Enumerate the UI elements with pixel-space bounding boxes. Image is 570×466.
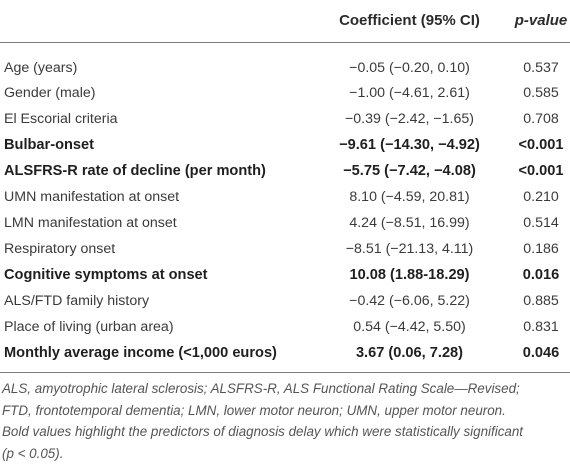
regression-table: Coefficient (95% CI) p-value Age (years)… [0,0,570,372]
row-pvalue: 0.016 [522,267,560,283]
row-variable: Bulbar-onset [4,137,94,153]
footnote-line: FTD, frontotemporal dementia; LMN, lower… [2,402,506,418]
table-row: El Escorial criteria −0.39 (−2.42, −1.65… [0,106,570,132]
table-bottom-rule [0,372,570,373]
row-variable: Cognitive symptoms at onset [4,267,208,283]
row-variable: ALS/FTD family history [4,293,150,309]
header-coefficient: Coefficient (95% CI) [307,0,512,43]
row-coefficient: 4.24 (−8.51, 16.99) [349,215,470,231]
row-coefficient: 10.08 (1.88-18.29) [349,267,470,283]
table-row: Place of living (urban area) 0.54 (−4.42… [0,314,570,340]
row-pvalue: 0.046 [522,345,560,361]
table-row: Gender (male) −1.00 (−4.61, 2.61) 0.585 [0,80,570,106]
header-row: Coefficient (95% CI) p-value [0,0,570,43]
row-variable: Age (years) [4,60,78,77]
table-row: UMN manifestation at onset 8.10 (−4.59, … [0,184,570,210]
row-coefficient: −5.75 (−7.42, −4.08) [343,163,476,179]
row-pvalue: 0.708 [523,111,559,127]
row-coefficient: −1.00 (−4.61, 2.61) [349,85,470,101]
row-coefficient: 8.10 (−4.59, 20.81) [349,189,470,205]
table-row: Cognitive symptoms at onset 10.08 (1.88-… [0,262,570,288]
table-row: Monthly average income (<1,000 euros) 3.… [0,340,570,372]
row-coefficient: 3.67 (0.06, 7.28) [355,345,464,361]
row-coefficient: −9.61 (−14.30, −4.92) [339,137,480,153]
row-pvalue: 0.585 [523,85,559,101]
table-row: Bulbar-onset −9.61 (−14.30, −4.92) <0.00… [0,132,570,158]
footnote-line: Bold values highlight the predictors of … [2,424,524,439]
row-variable: Place of living (urban area) [4,319,174,335]
table-row: Respiratory onset −8.51 (−21.13, 4.11) 0… [0,236,570,262]
table-row: Age (years) −0.05 (−0.20, 0.10) 0.537 [0,42,570,80]
table-body: Age (years) −0.05 (−0.20, 0.10) 0.537 Ge… [0,42,570,372]
row-pvalue: <0.001 [518,137,564,153]
row-variable: ALSFRS-R rate of decline (per month) [4,163,266,179]
row-coefficient: 0.54 (−4.42, 5.50) [353,319,466,335]
row-pvalue: 0.210 [523,189,559,205]
row-pvalue: <0.001 [518,163,564,179]
row-pvalue: 0.831 [523,319,559,335]
row-pvalue: 0.537 [523,60,559,77]
row-variable: Respiratory onset [4,241,116,257]
table-row: ALS/FTD family history −0.42 (−6.06, 5.2… [0,288,570,314]
header-pvalue: p-value [512,0,570,43]
row-coefficient: −0.05 (−0.20, 0.10) [349,60,470,77]
row-variable: LMN manifestation at onset [4,215,177,231]
row-coefficient: −0.42 (−6.06, 5.22) [349,293,470,309]
row-pvalue: 0.186 [523,241,559,257]
row-variable: El Escorial criteria [4,111,118,127]
row-variable: Monthly average income (<1,000 euros) [4,345,277,361]
row-pvalue: 0.514 [523,215,559,231]
row-variable: Gender (male) [4,85,96,101]
table-header: Coefficient (95% CI) p-value [0,0,570,43]
row-coefficient: −8.51 (−21.13, 4.11) [345,241,474,257]
header-variable [0,0,307,43]
row-pvalue: 0.885 [523,293,559,309]
row-coefficient: −0.39 (−2.42, −1.65) [345,111,474,127]
row-variable: UMN manifestation at onset [4,189,180,205]
table-footnote: ALS, amyotrophic lateral sclerosis; ALSF… [2,378,568,464]
table-row: LMN manifestation at onset 4.24 (−8.51, … [0,210,570,236]
footnote-line: (p < 0.05). [2,445,64,461]
table-row: ALSFRS-R rate of decline (per month) −5.… [0,158,570,184]
footnote-line: ALS, amyotrophic lateral sclerosis; ALSF… [2,381,520,396]
